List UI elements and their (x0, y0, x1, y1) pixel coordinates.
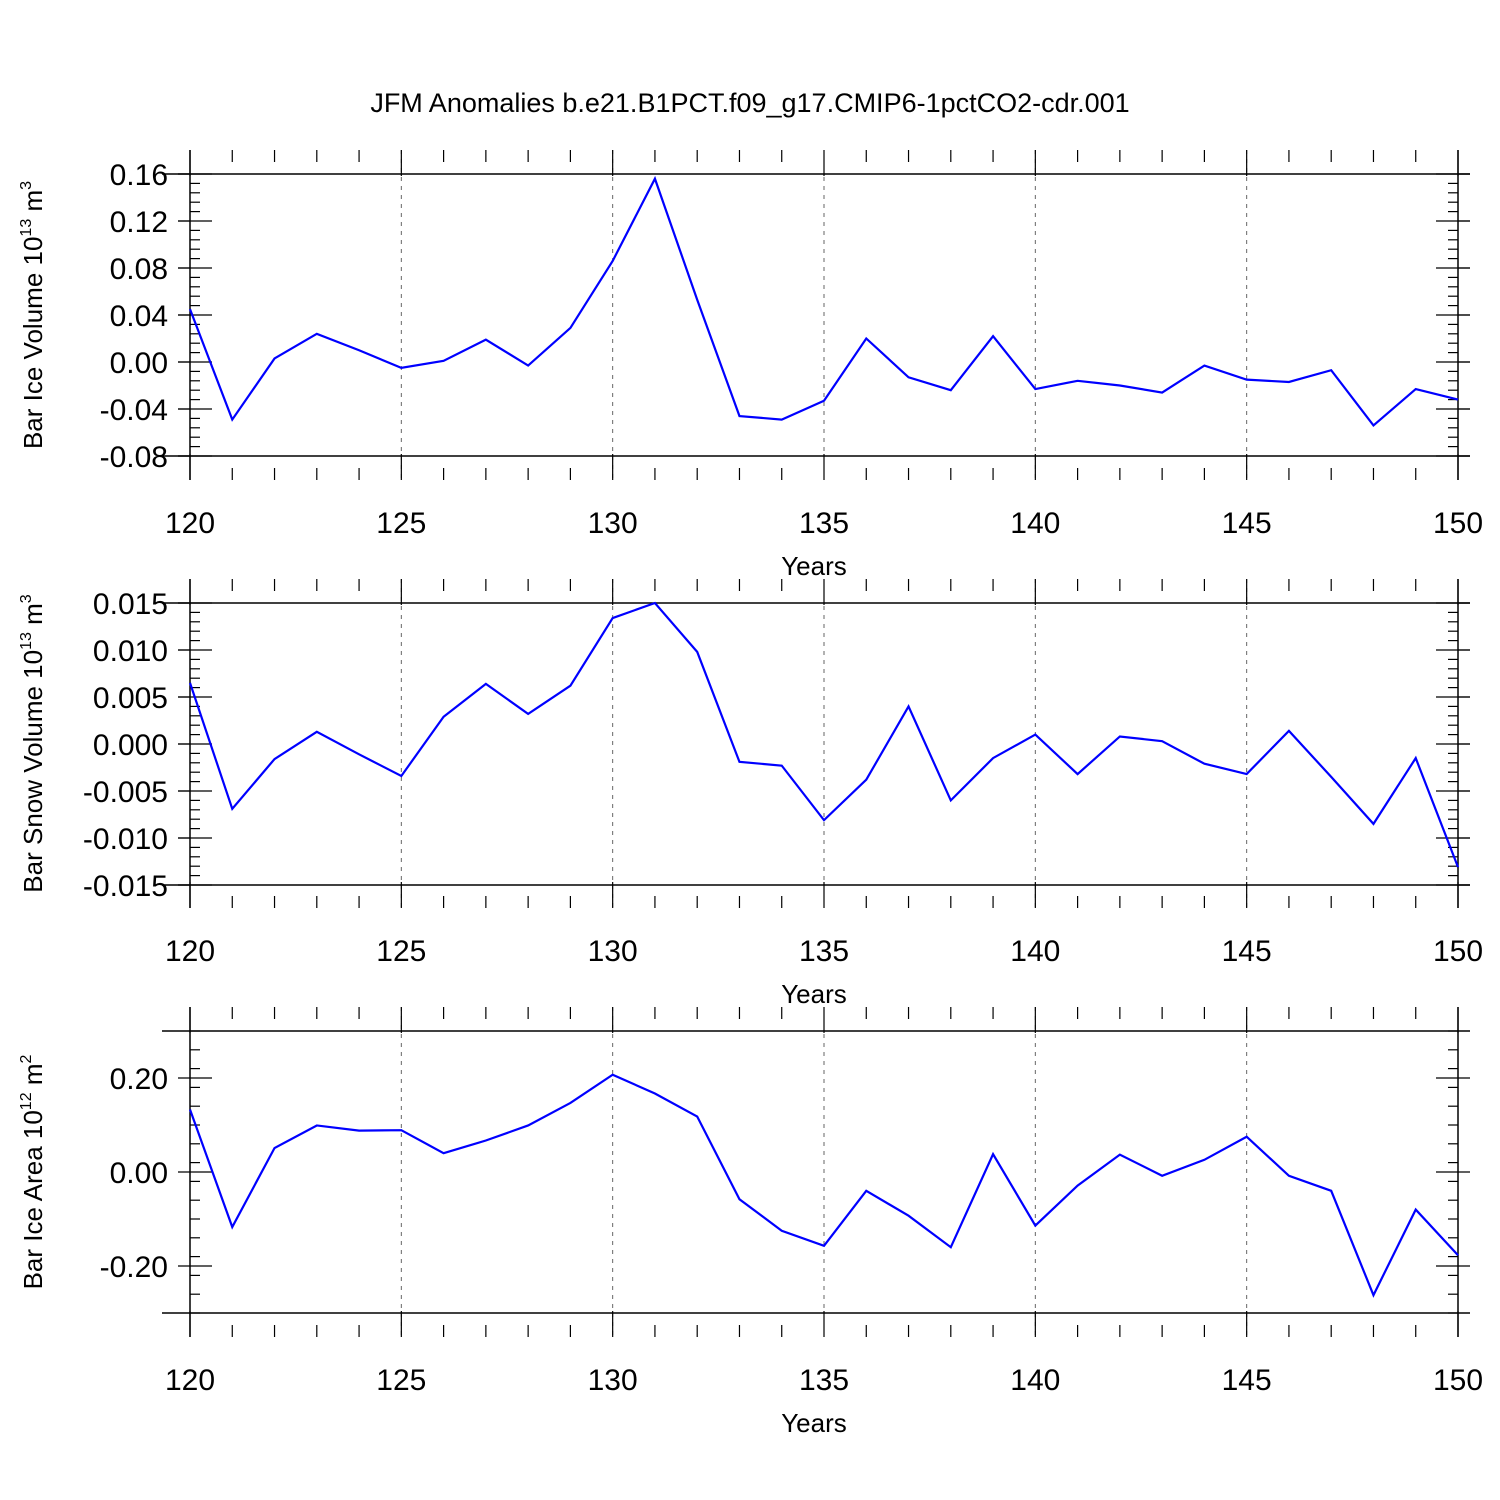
x-tick-label: 140 (1010, 507, 1060, 540)
series-line (188, 601, 1460, 868)
y-axis-label-text: Bar Ice Area 10 (18, 1110, 48, 1289)
y-tick-label: 0.00 (110, 347, 168, 380)
x-axis-label: Years (781, 551, 847, 581)
y-axis-label-exponent: 13 (18, 632, 35, 650)
x-tick-label: 140 (1010, 1364, 1060, 1397)
panels: -0.08 -0.04 0.00 0.04 0.08 0.12 0.16 120 125 130 1… (18, 150, 1483, 1438)
y-tick-label: -0.04 (100, 394, 168, 427)
y-tick-label: 0.08 (110, 253, 168, 286)
series-line (188, 175, 1459, 428)
x-tick-label: 130 (588, 507, 638, 540)
y-axis-label-unit: m (18, 603, 48, 632)
panel-2: -0.015 -0.010 -0.005 0.000 0.005 0.010 0.015 12… (18, 579, 1483, 1009)
y-tick-label: 0.12 (110, 206, 168, 239)
y-tick-label: 0.16 (110, 159, 168, 192)
x-tick-label: 130 (588, 1364, 638, 1397)
x-tick-label: 125 (376, 507, 426, 540)
x-tick-label: 120 (165, 507, 215, 540)
x-tick-label: 135 (799, 1364, 849, 1397)
y-tick-label: 0.010 (93, 635, 168, 668)
y-tick-label: -0.20 (100, 1251, 168, 1284)
y-tick-label: -0.010 (83, 823, 168, 856)
y-tick-label: -0.005 (83, 776, 168, 809)
x-tick-label: 150 (1433, 1364, 1483, 1397)
y-axis-label-unit-exponent: 3 (18, 594, 35, 603)
y-axis-label: Bar Ice Volume 1013 m3 (18, 181, 48, 449)
y-tick-label: 0.015 (93, 588, 168, 621)
chart-title: JFM Anomalies b.e21.B1PCT.f09_g17.CMIP6-… (370, 88, 1129, 118)
x-tick-label: 150 (1433, 507, 1483, 540)
y-tick-label: 0.04 (110, 300, 168, 333)
x-tick-label: 125 (376, 1364, 426, 1397)
y-axis-label-exponent: 13 (18, 219, 35, 237)
panel-3: -0.20 0.00 0.20 120 125 130 135 140 145 150 Years B… (18, 1007, 1483, 1438)
y-axis-label-unit-exponent: 3 (18, 181, 35, 190)
series-line (188, 1073, 1459, 1298)
y-tick-label: -0.08 (100, 441, 168, 474)
x-axis-label: Years (781, 1408, 847, 1438)
x-tick-label: 135 (799, 935, 849, 968)
y-tick-label: 0.000 (93, 729, 168, 762)
y-axis-label-exponent: 12 (18, 1092, 35, 1110)
y-axis-label-text: Bar Snow Volume 10 (18, 650, 48, 893)
x-tick-label: 145 (1222, 1364, 1272, 1397)
x-axis-label: Years (781, 979, 847, 1009)
y-axis-label: Bar Ice Area 1012 m2 (18, 1054, 48, 1289)
x-tick-label: 145 (1222, 507, 1272, 540)
y-tick-label: 0.20 (110, 1063, 168, 1096)
panel-1: -0.08 -0.04 0.00 0.04 0.08 0.12 0.16 120 125 130 1… (18, 150, 1483, 581)
y-tick-label: -0.015 (83, 870, 168, 903)
x-tick-label: 120 (165, 1364, 215, 1397)
x-tick-label: 125 (376, 935, 426, 968)
y-axis-label-unit-exponent: 2 (18, 1054, 35, 1063)
y-axis-label: Bar Snow Volume 1013 m3 (18, 594, 48, 893)
y-tick-label: 0.00 (110, 1157, 168, 1190)
x-tick-label: 150 (1433, 935, 1483, 968)
x-tick-label: 135 (799, 507, 849, 540)
x-tick-label: 130 (588, 935, 638, 968)
y-axis-label-text: Bar Ice Volume 10 (18, 237, 48, 449)
y-tick-label: 0.005 (93, 682, 168, 715)
x-tick-label: 145 (1222, 935, 1272, 968)
y-axis-label-unit: m (18, 190, 48, 219)
x-tick-label: 120 (165, 935, 215, 968)
y-axis-label-unit: m (18, 1063, 48, 1092)
x-tick-label: 140 (1010, 935, 1060, 968)
